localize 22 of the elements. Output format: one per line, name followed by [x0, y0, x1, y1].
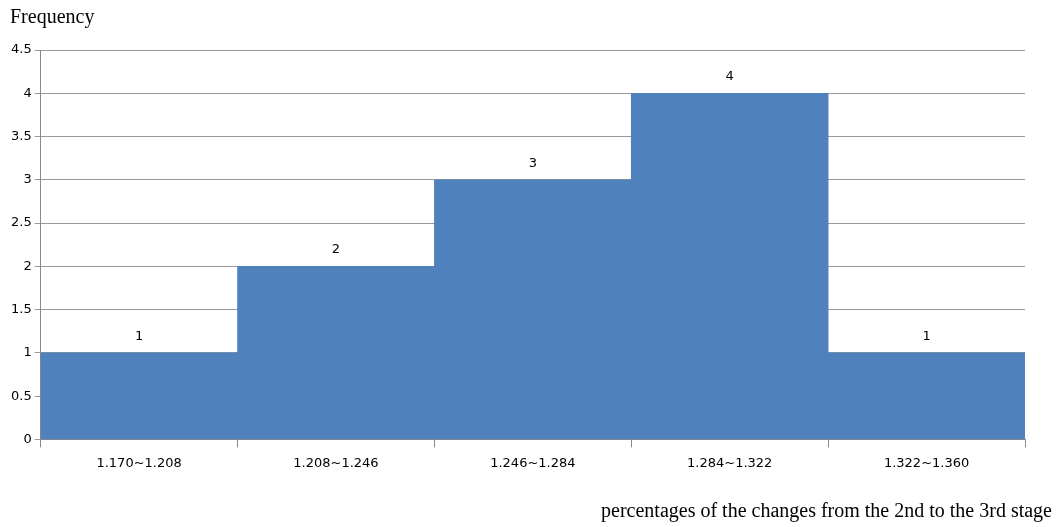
y-tick-label: 2.5 [10, 214, 32, 230]
y-tick-label: 0.5 [10, 387, 32, 403]
y-tick-label: 0 [23, 430, 32, 446]
x-tick-label: 1.246~1.284 [490, 454, 576, 470]
x-axis-title: percentages of the changes from the 2nd to the 3rd stage [601, 499, 1053, 523]
y-tick-label: 1.5 [10, 300, 32, 316]
x-tick-label: 1.284~1.322 [687, 454, 773, 470]
data-label: 3 [528, 154, 537, 170]
data-label: 1 [134, 327, 144, 343]
data-label: 2 [331, 241, 341, 257]
x-tick-label: 1.170~1.208 [96, 454, 182, 470]
y-tick-label: 4 [23, 84, 32, 100]
y-tick-label: 3.5 [10, 127, 32, 143]
x-tick-label: 1.208~1.246 [293, 454, 379, 470]
data-label: 1 [922, 327, 931, 343]
y-tick-label: 1 [23, 344, 32, 360]
x-tick-label: 1.322~1.360 [883, 454, 970, 470]
y-tick-label: 4.5 [10, 41, 32, 57]
y-tick-label: 2 [23, 257, 32, 273]
y-axis-title: Frequency [10, 5, 95, 29]
data-label: 4 [725, 68, 734, 84]
y-tick-label: 3 [23, 171, 32, 187]
